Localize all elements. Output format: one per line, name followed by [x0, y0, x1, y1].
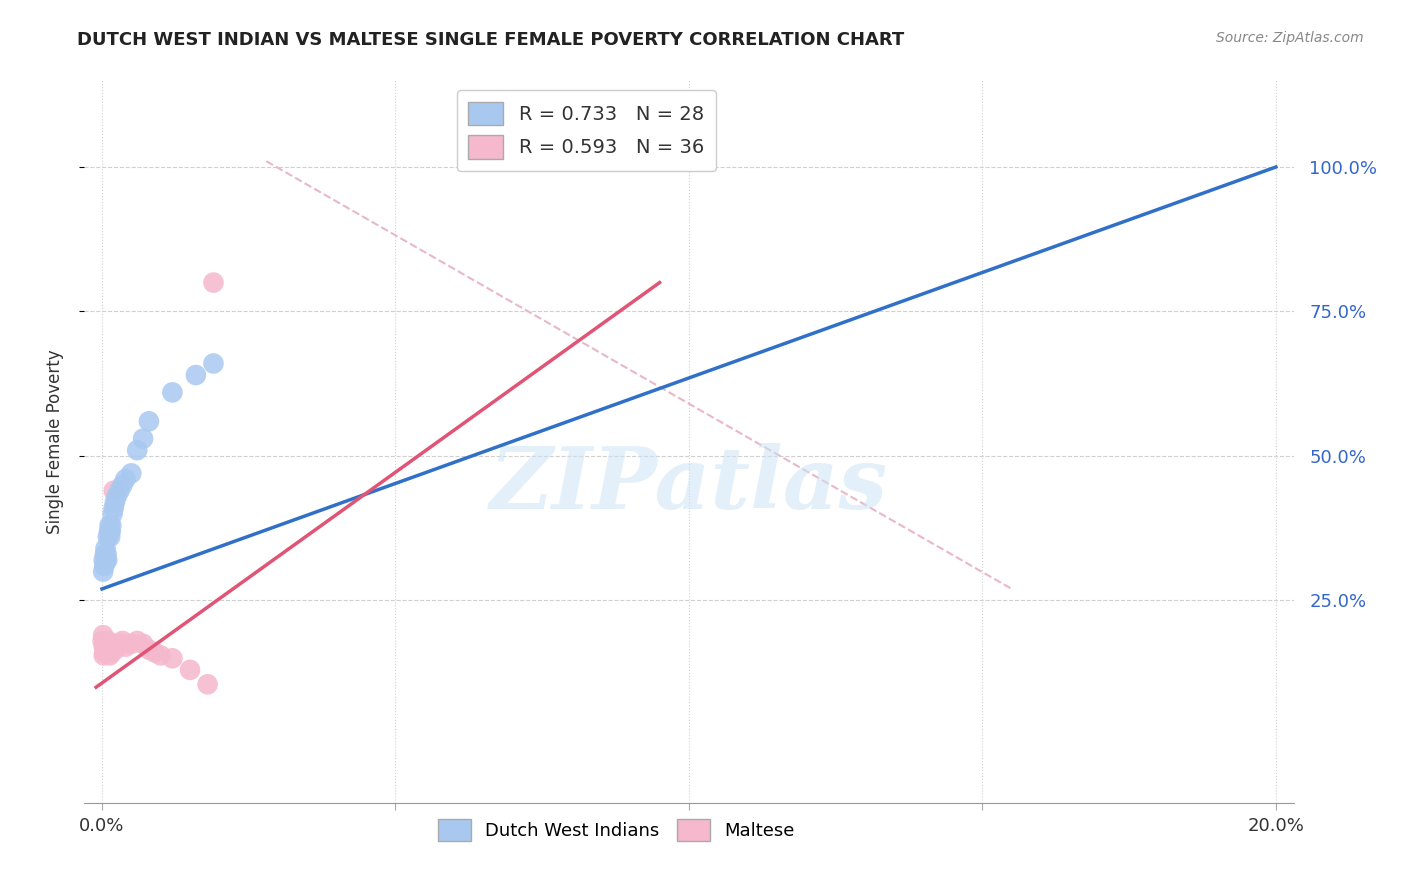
Point: [179, 663, 201, 677]
Point: [103, 483, 125, 498]
Point: [184, 368, 207, 382]
Point: [98, 518, 121, 533]
Point: [98, 530, 121, 544]
Point: [101, 642, 124, 657]
Point: [94, 553, 117, 567]
Point: [111, 478, 134, 492]
Point: [91, 628, 114, 642]
Point: [114, 640, 136, 654]
Point: [91, 634, 114, 648]
Point: [149, 648, 172, 663]
Point: [94, 541, 117, 556]
Point: [104, 495, 127, 509]
Point: [120, 637, 142, 651]
Text: Source: ZipAtlas.com: Source: ZipAtlas.com: [1216, 31, 1364, 45]
Point: [103, 640, 125, 654]
Point: [96, 640, 118, 654]
Point: [93, 553, 115, 567]
Point: [93, 648, 115, 663]
Point: [143, 646, 166, 660]
Point: [103, 637, 125, 651]
Point: [101, 507, 124, 521]
Point: [101, 646, 124, 660]
Point: [100, 637, 122, 651]
Point: [94, 637, 117, 651]
Point: [96, 642, 118, 657]
Point: [91, 565, 114, 579]
Point: [93, 558, 115, 573]
Point: [98, 524, 121, 538]
Point: [98, 640, 121, 654]
Point: [94, 547, 117, 561]
Point: [100, 524, 122, 538]
Y-axis label: Single Female Poverty: Single Female Poverty: [45, 350, 63, 533]
Point: [138, 414, 160, 428]
Point: [94, 642, 117, 657]
Point: [94, 646, 117, 660]
Point: [132, 637, 155, 651]
Point: [104, 642, 127, 657]
Point: [100, 642, 122, 657]
Legend: Dutch West Indians, Maltese: Dutch West Indians, Maltese: [430, 812, 801, 848]
Point: [120, 467, 142, 481]
Point: [138, 642, 160, 657]
Point: [111, 634, 134, 648]
Point: [98, 648, 121, 663]
Point: [108, 483, 131, 498]
Point: [98, 646, 121, 660]
Point: [97, 637, 120, 651]
Point: [127, 443, 149, 458]
Point: [105, 490, 128, 504]
Point: [202, 276, 225, 290]
Point: [93, 646, 115, 660]
Point: [96, 547, 118, 561]
Point: [97, 634, 120, 648]
Point: [162, 385, 184, 400]
Point: [127, 634, 149, 648]
Point: [97, 530, 120, 544]
Point: [108, 637, 131, 651]
Point: [100, 518, 122, 533]
Point: [132, 432, 155, 446]
Point: [103, 501, 125, 516]
Point: [93, 640, 115, 654]
Point: [197, 677, 219, 691]
Text: DUTCH WEST INDIAN VS MALTESE SINGLE FEMALE POVERTY CORRELATION CHART: DUTCH WEST INDIAN VS MALTESE SINGLE FEMA…: [77, 31, 904, 49]
Point: [162, 651, 184, 665]
Point: [202, 357, 225, 371]
Text: ZIPatlas: ZIPatlas: [489, 443, 889, 526]
Point: [114, 472, 136, 486]
Point: [96, 553, 118, 567]
